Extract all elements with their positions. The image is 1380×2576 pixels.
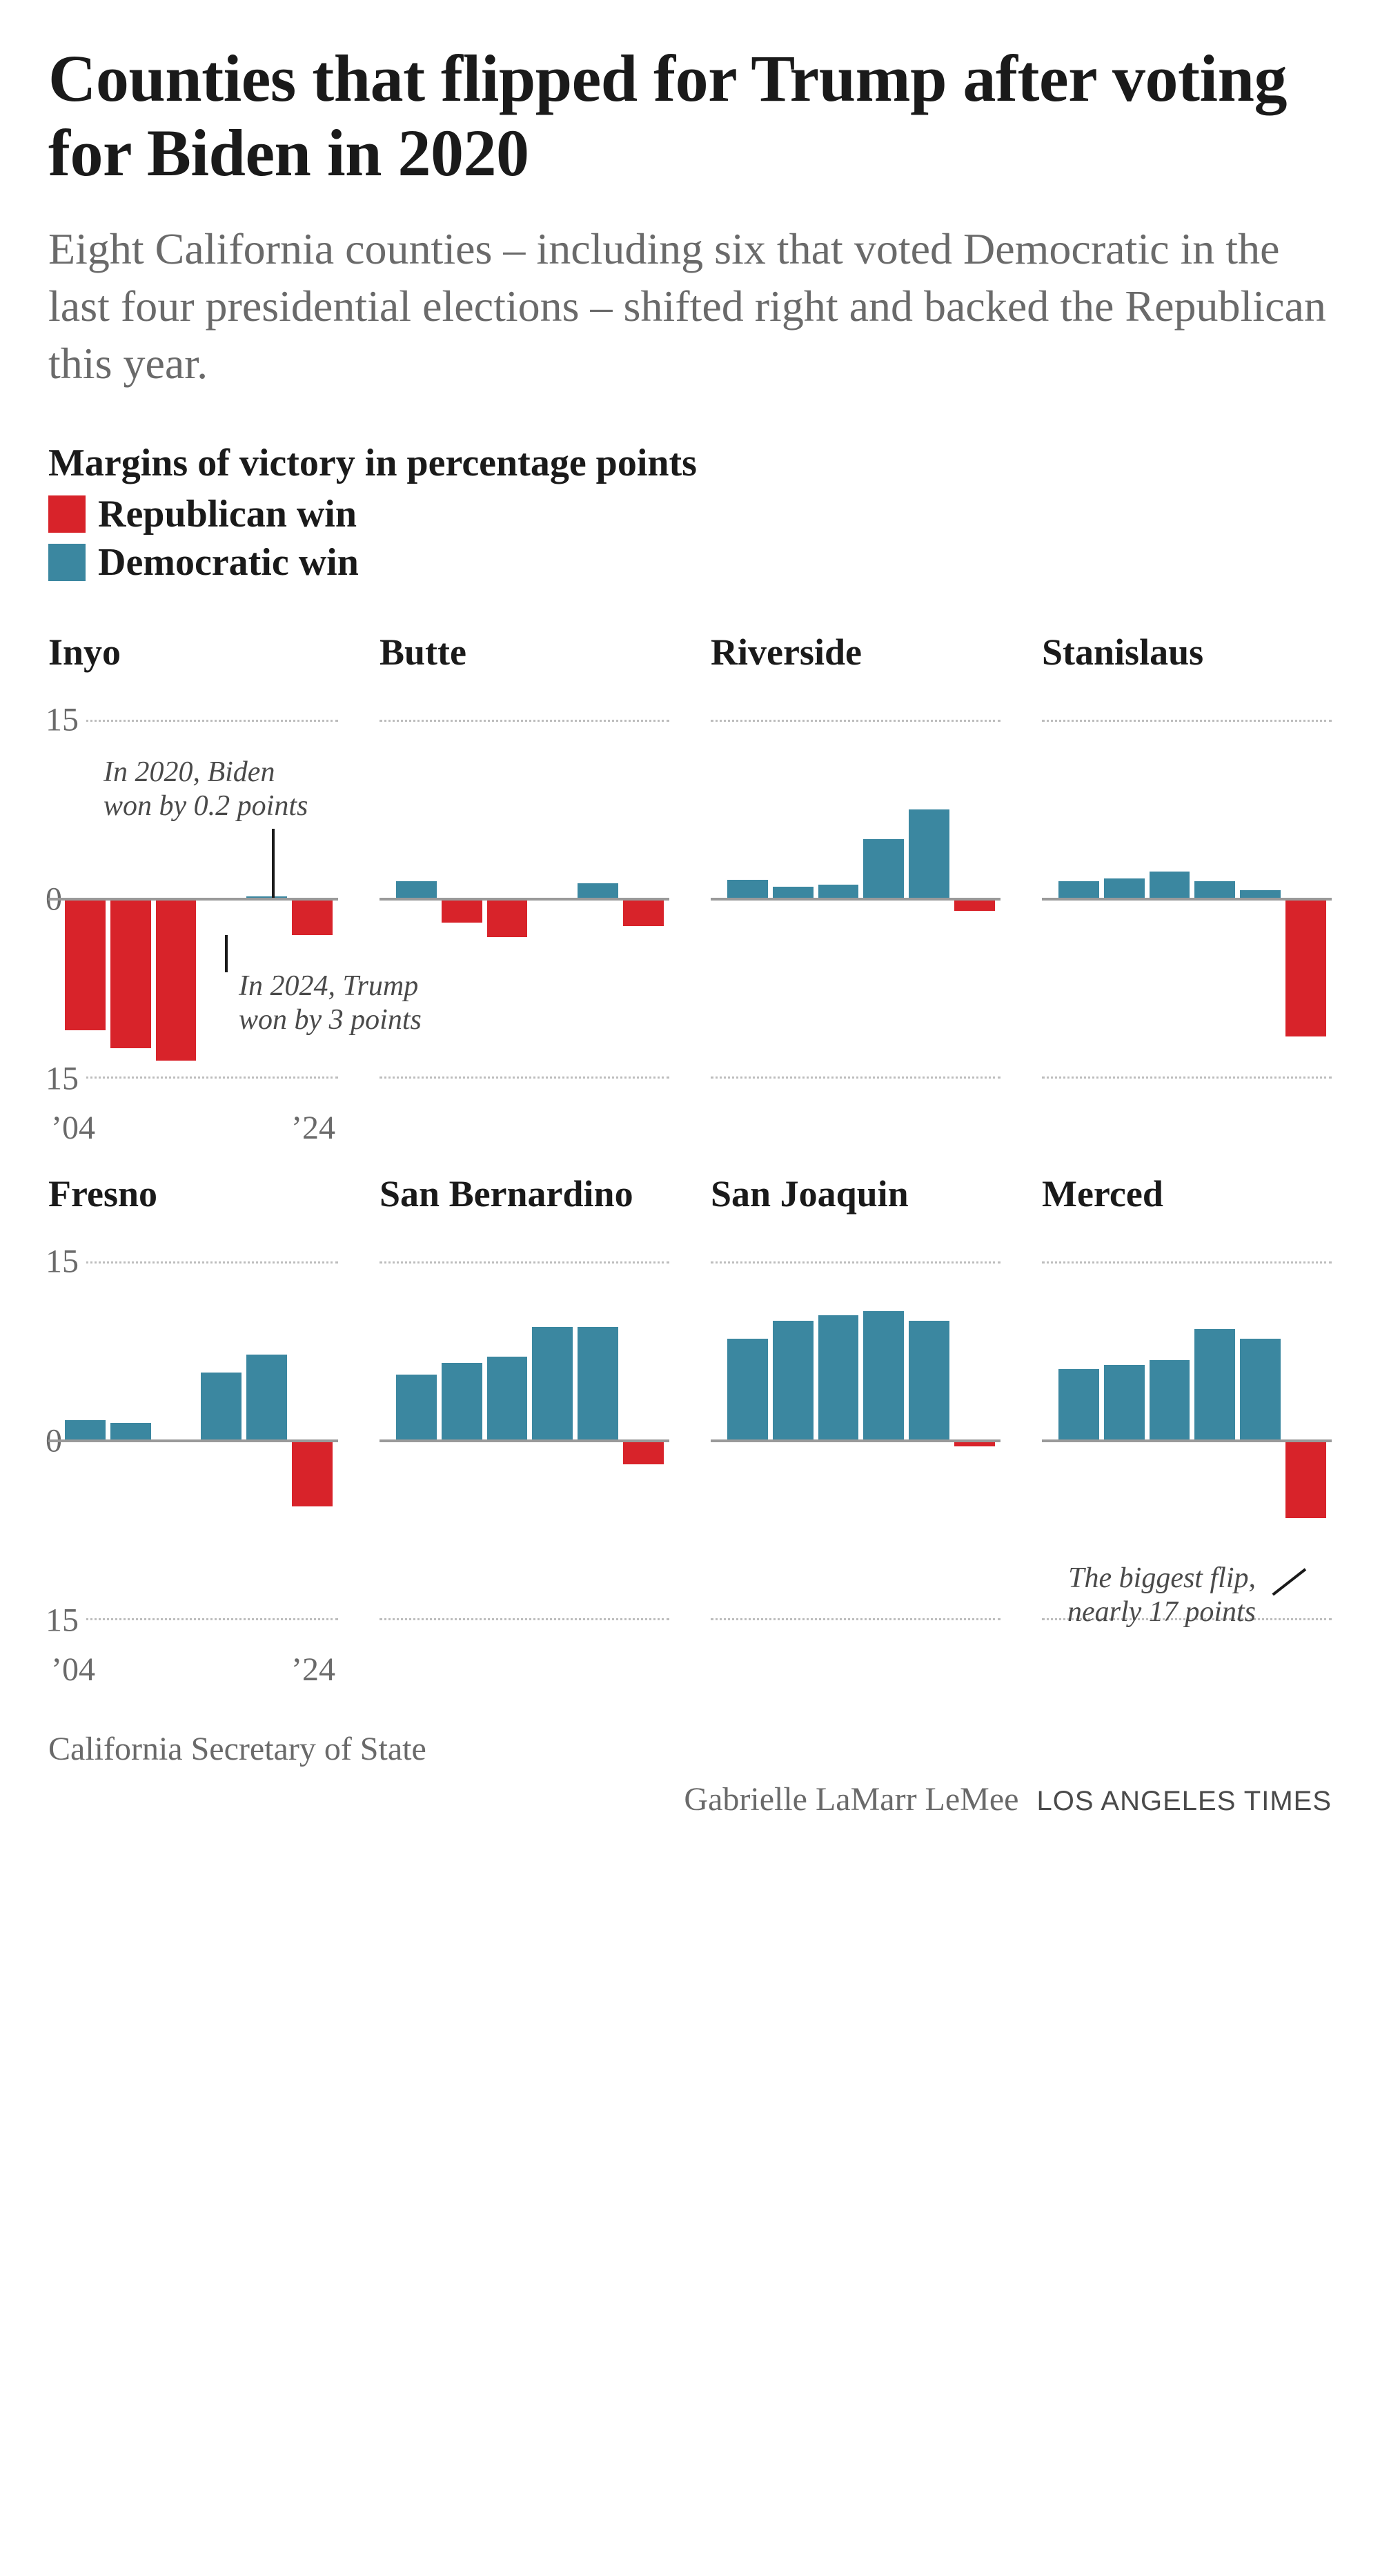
bar — [909, 809, 949, 899]
panel-san-bernardino: San Bernardino — [379, 1174, 669, 1689]
chart-area: 15 0 15 — [48, 1261, 338, 1620]
county-name: Butte — [379, 633, 669, 716]
zero-line — [711, 1439, 1000, 1442]
swatch-democratic — [48, 544, 86, 581]
county-name: San Bernardino — [379, 1174, 669, 1257]
legend-row-democratic: Democratic win — [48, 540, 1332, 584]
byline-author: Gabrielle LaMarr LeMee — [684, 1781, 1018, 1818]
bar — [863, 1311, 904, 1440]
legend: Margins of victory in percentage points … — [48, 441, 1332, 584]
bar — [65, 899, 106, 1031]
bar — [487, 899, 528, 937]
bar — [1150, 872, 1190, 899]
county-name: Fresno — [48, 1174, 338, 1257]
zero-line — [48, 898, 338, 901]
chart-area — [379, 1261, 669, 1620]
panel-merced: Merced The biggest flip, nearly 17 point… — [1042, 1174, 1332, 1689]
chart-subtitle: Eight California counties – including si… — [48, 220, 1332, 393]
panel-san-joaquin: San Joaquin — [711, 1174, 1000, 1689]
bar — [292, 1441, 333, 1506]
bar — [1104, 878, 1145, 898]
bar — [773, 1321, 814, 1440]
bar — [487, 1357, 528, 1440]
county-name: Merced — [1042, 1174, 1332, 1257]
zero-line — [711, 898, 1000, 901]
bar — [1285, 1441, 1326, 1519]
bar — [578, 883, 618, 899]
zero-line — [379, 1439, 669, 1442]
x-axis: ’04 ’24 — [48, 1109, 338, 1147]
chart-area: The biggest flip, nearly 17 points — [1042, 1261, 1332, 1620]
bar — [909, 1321, 949, 1440]
bar — [1194, 1329, 1235, 1440]
xaxis-right: ’24 — [291, 1651, 335, 1689]
bar — [532, 1327, 573, 1441]
bar — [727, 880, 768, 899]
county-name: Inyo — [48, 633, 338, 716]
xaxis-left: ’04 — [51, 1651, 95, 1689]
bar — [818, 885, 859, 899]
bar — [1150, 1360, 1190, 1440]
bar — [623, 1441, 664, 1465]
panel-stanislaus: Stanislaus — [1042, 633, 1332, 1147]
county-name: Riverside — [711, 633, 1000, 716]
panel-riverside: Riverside — [711, 633, 1000, 1147]
bar — [110, 899, 151, 1049]
swatch-republican — [48, 495, 86, 533]
county-name: San Joaquin — [711, 1174, 1000, 1257]
annotation-line — [225, 935, 228, 972]
bar — [246, 1355, 287, 1441]
zero-line — [48, 1439, 338, 1442]
bar — [818, 1315, 859, 1441]
xaxis-right: ’24 — [291, 1109, 335, 1147]
bar — [578, 1327, 618, 1441]
bar — [442, 1363, 482, 1441]
legend-title: Margins of victory in percentage points — [48, 441, 1332, 485]
chart-area: 15 0 15 In 2020, Biden won by 0.2 points… — [48, 720, 338, 1079]
bar — [1240, 1339, 1281, 1440]
bar — [442, 899, 482, 923]
zero-line — [1042, 1439, 1332, 1442]
zero-line — [379, 898, 669, 901]
bar — [65, 1420, 106, 1440]
bar — [727, 1339, 768, 1440]
annotation-inyo-2020: In 2020, Biden won by 0.2 points — [103, 756, 317, 824]
chart-area — [711, 720, 1000, 1079]
chart-area — [711, 1261, 1000, 1620]
panel-fresno: Fresno 15 0 15 ’04 ’24 — [48, 1174, 338, 1689]
bar — [1194, 881, 1235, 899]
chart-title: Counties that flipped for Trump after vo… — [48, 41, 1332, 190]
annotation-line — [272, 829, 275, 898]
bar — [156, 899, 197, 1061]
byline: Gabrielle LaMarr LeMee LOS ANGELES TIMES — [48, 1780, 1332, 1818]
bar — [863, 839, 904, 899]
byline-publication: LOS ANGELES TIMES — [1036, 1786, 1332, 1816]
bar — [201, 1373, 241, 1441]
legend-row-republican: Republican win — [48, 492, 1332, 536]
source-line: California Secretary of State — [48, 1730, 1332, 1768]
footer: California Secretary of State Gabrielle … — [48, 1730, 1332, 1818]
bar — [292, 899, 333, 935]
chart-area — [379, 720, 669, 1079]
county-name: Stanislaus — [1042, 633, 1332, 716]
bar — [396, 881, 437, 899]
zero-line — [1042, 898, 1332, 901]
chart-area — [1042, 720, 1332, 1079]
annotation-merced: The biggest flip, nearly 17 points — [1028, 1562, 1256, 1630]
panel-butte: Butte — [379, 633, 669, 1147]
bar — [1104, 1365, 1145, 1440]
small-multiples-grid: Inyo 15 0 15 In 2020, Biden won by 0.2 p… — [48, 633, 1332, 1689]
panel-inyo: Inyo 15 0 15 In 2020, Biden won by 0.2 p… — [48, 633, 338, 1147]
bar — [623, 899, 664, 927]
bar — [954, 899, 995, 911]
bar — [396, 1375, 437, 1440]
bar — [1058, 1369, 1099, 1441]
bar — [110, 1423, 151, 1441]
legend-label-republican: Republican win — [98, 492, 357, 536]
bar — [1285, 899, 1326, 1036]
xaxis-left: ’04 — [51, 1109, 95, 1147]
bar — [1058, 881, 1099, 899]
x-axis: ’04 ’24 — [48, 1651, 338, 1689]
legend-label-democratic: Democratic win — [98, 540, 359, 584]
